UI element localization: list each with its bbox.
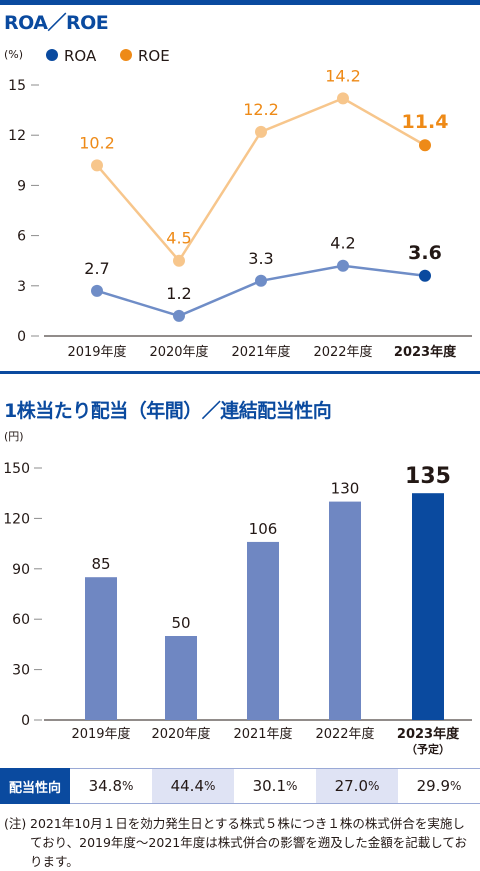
y-axis-unit: (円) bbox=[4, 430, 24, 443]
bar-value-label: 106 bbox=[249, 520, 278, 538]
data-label-roe: 10.2 bbox=[79, 133, 115, 152]
y-tick-label: 90 bbox=[12, 562, 30, 578]
data-label-roe: 11.4 bbox=[402, 111, 449, 133]
roa-roe-title: ROA／ROE bbox=[4, 12, 109, 34]
data-label-roe: 12.2 bbox=[243, 100, 279, 119]
payout-ratio-2020: 44.4% bbox=[152, 768, 234, 804]
bar-value-label: 50 bbox=[171, 614, 190, 632]
data-label-roa: 3.3 bbox=[248, 249, 273, 268]
data-point-roe bbox=[173, 254, 185, 267]
data-label-roa: 1.2 bbox=[166, 284, 191, 303]
data-label-roe: 4.5 bbox=[166, 229, 191, 248]
y-tick-label: 0 bbox=[21, 713, 30, 729]
payout-ratio-2022: 27.0% bbox=[316, 768, 398, 804]
data-point-roa bbox=[173, 309, 185, 322]
data-point-roe bbox=[337, 92, 349, 105]
data-point-roe bbox=[255, 125, 267, 138]
y-tick-label: 9 bbox=[17, 178, 26, 194]
payout-ratio-label: 配当性向 bbox=[0, 768, 70, 804]
y-tick-label: 15 bbox=[8, 78, 26, 94]
y-tick-label: 3 bbox=[17, 279, 26, 295]
footnote-text: 2021年10月１日を効力発生日とする株式５株につき１株の株式併合を実施しており… bbox=[30, 816, 467, 869]
y-tick-label: 0 bbox=[17, 329, 26, 345]
payout-ratio-2023: 29.9% bbox=[398, 768, 480, 804]
bar bbox=[247, 541, 279, 720]
legend-label-roe: ROE bbox=[138, 47, 170, 65]
x-tick-note: （予定） bbox=[406, 742, 450, 756]
bar bbox=[412, 493, 444, 720]
data-point-roa bbox=[91, 284, 103, 297]
x-tick-label: 2020年度 bbox=[151, 726, 210, 742]
x-tick-label: 2022年度 bbox=[315, 726, 374, 742]
payout-ratio-2019: 34.8% bbox=[70, 768, 152, 804]
y-tick-label: 120 bbox=[3, 511, 30, 527]
bar-value-label: 85 bbox=[91, 555, 110, 573]
bar bbox=[165, 636, 197, 720]
data-label-roa: 2.7 bbox=[84, 259, 109, 278]
y-tick-label: 60 bbox=[12, 612, 30, 628]
x-tick-label: 2019年度 bbox=[71, 726, 130, 742]
bar bbox=[85, 577, 117, 720]
x-tick-label: 2020年度 bbox=[149, 344, 208, 360]
data-point-roa bbox=[419, 269, 431, 282]
payout-ratio-row: 配当性向 34.8% 44.4% 30.1% 27.0% 29.9% bbox=[0, 768, 480, 804]
series-line-roa bbox=[96, 264, 426, 318]
data-label-roa: 4.2 bbox=[330, 234, 355, 253]
data-label-roa: 3.6 bbox=[408, 242, 442, 264]
y-tick-label: 12 bbox=[8, 128, 26, 144]
footnote-prefix: (注) bbox=[4, 816, 27, 831]
dividend-title: 1株当たり配当（年間）／連結配当性向 bbox=[4, 400, 332, 422]
dividend-bar-chart: (円) 0 30 60 90 120 150 85 2019年度 50 2020年度 106 2021… bbox=[3, 430, 472, 756]
x-tick-label: 2019年度 bbox=[67, 344, 126, 360]
footnote: (注) 2021年10月１日を効力発生日とする株式５株につき１株の株式併合を実施… bbox=[4, 814, 472, 871]
legend-marker-roa bbox=[46, 49, 58, 61]
data-point-roe bbox=[91, 159, 103, 172]
data-point-roa bbox=[255, 274, 267, 287]
payout-ratio-2021: 30.1% bbox=[234, 768, 316, 804]
y-axis-unit: (%) bbox=[4, 48, 23, 61]
roa-roe-line-chart: (%) 0 3 6 9 12 15 2019年度 2020年度 2021年度 2022年度 2023年… bbox=[4, 47, 472, 360]
x-tick-label: 2023年度 bbox=[397, 726, 460, 742]
x-tick-label: 2021年度 bbox=[231, 344, 290, 360]
bar-value-label: 130 bbox=[331, 480, 360, 498]
series-line-roe bbox=[96, 96, 426, 263]
data-label-roe: 14.2 bbox=[325, 66, 361, 85]
data-point-roa bbox=[337, 259, 349, 272]
x-tick-label: 2023年度 bbox=[394, 344, 457, 360]
data-point-roe bbox=[419, 139, 431, 152]
legend-marker-roe bbox=[120, 49, 132, 61]
y-tick-label: 6 bbox=[17, 229, 26, 245]
y-tick-label: 150 bbox=[3, 461, 30, 477]
bar-value-label: 135 bbox=[405, 464, 451, 489]
x-tick-label: 2021年度 bbox=[233, 726, 292, 742]
x-tick-label: 2022年度 bbox=[313, 344, 372, 360]
top-accent-bar bbox=[0, 0, 480, 5]
section-divider bbox=[0, 371, 480, 374]
legend-label-roa: ROA bbox=[64, 47, 97, 65]
y-tick-label: 30 bbox=[12, 663, 30, 679]
bar bbox=[329, 501, 361, 720]
